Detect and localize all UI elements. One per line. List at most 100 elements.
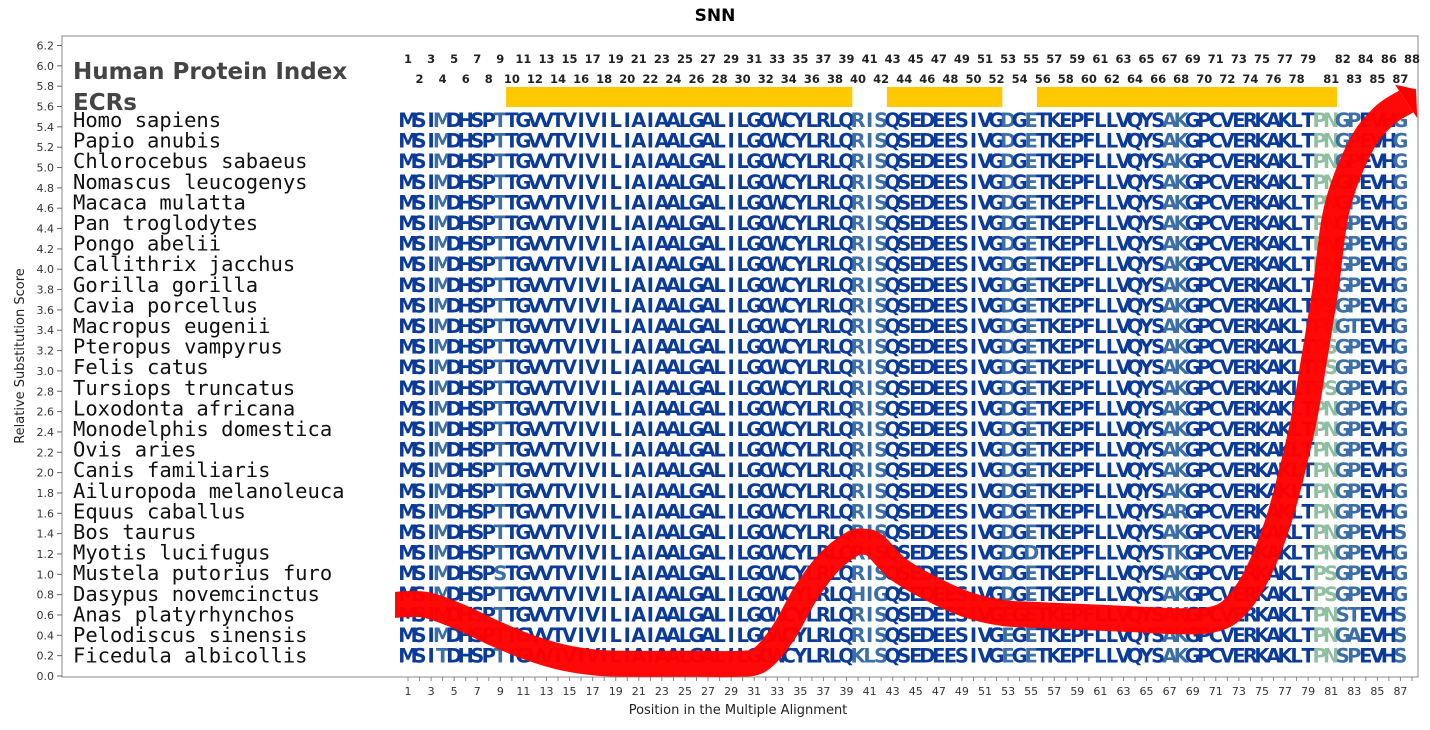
residue: V bbox=[562, 130, 577, 153]
residue: V bbox=[1116, 109, 1131, 132]
x-tick-label: 41 bbox=[863, 685, 877, 698]
residue: M bbox=[398, 253, 417, 276]
residue: G bbox=[515, 274, 531, 297]
residue: R bbox=[816, 233, 831, 256]
residue: I bbox=[970, 253, 977, 276]
residue: S bbox=[955, 109, 969, 132]
residue: Q bbox=[1127, 191, 1144, 214]
x-tick-label: 9 bbox=[497, 685, 504, 698]
residue: S bbox=[955, 253, 969, 276]
y-tick-label: 0.4 bbox=[37, 629, 55, 642]
residue: A bbox=[631, 377, 646, 400]
residue: L bbox=[1290, 253, 1302, 276]
residue: I bbox=[970, 315, 977, 338]
residue: T bbox=[505, 130, 519, 153]
residue: D bbox=[1000, 233, 1016, 256]
residue: I bbox=[577, 397, 584, 420]
y-tick-label: 4.2 bbox=[37, 243, 55, 256]
residue: V bbox=[1370, 150, 1385, 173]
x-axis: 1 3 5 7 9 11 13 15 17 19 21 23 25 27 29 31 33 35 37 39 41 43 4… bbox=[405, 677, 1413, 698]
residue: Y bbox=[1138, 191, 1154, 214]
residue: C bbox=[759, 253, 773, 276]
residue: K bbox=[1277, 294, 1293, 317]
residue: I bbox=[647, 562, 654, 585]
residue: I bbox=[624, 397, 631, 420]
residue: I bbox=[427, 294, 434, 317]
residue: I bbox=[577, 603, 584, 626]
x-tick-label: 49 bbox=[955, 685, 969, 698]
residue: P bbox=[482, 130, 496, 153]
residue: V bbox=[1370, 274, 1385, 297]
species-name: Mustela putorius furo bbox=[73, 561, 332, 585]
residue: S bbox=[413, 439, 427, 462]
residue: S bbox=[955, 377, 969, 400]
residue: L bbox=[679, 150, 691, 173]
residue: P bbox=[1197, 150, 1211, 173]
residue: I bbox=[647, 109, 654, 132]
residue: I bbox=[427, 109, 434, 132]
residue: D bbox=[1000, 171, 1016, 194]
residue: F bbox=[1082, 253, 1095, 276]
residue: A bbox=[631, 233, 646, 256]
residue: R bbox=[851, 171, 866, 194]
residue: V bbox=[562, 253, 577, 276]
residue: G bbox=[989, 233, 1005, 256]
residue: M bbox=[398, 191, 417, 214]
residue: A bbox=[654, 191, 669, 214]
residue: I bbox=[727, 562, 734, 585]
residue: G bbox=[515, 171, 531, 194]
residue: S bbox=[874, 274, 888, 297]
residue: I bbox=[577, 418, 584, 441]
residue: L bbox=[679, 212, 691, 235]
y-tick-label: 5.4 bbox=[37, 121, 55, 134]
residue: L bbox=[1094, 274, 1106, 297]
residue: I bbox=[601, 171, 608, 194]
column-label-bottom: 54 bbox=[1012, 72, 1028, 86]
residue: I bbox=[866, 233, 873, 256]
residue: A bbox=[700, 150, 715, 173]
residue: G bbox=[688, 212, 704, 235]
species-name: Tursiops truncatus bbox=[73, 376, 295, 400]
residue: A bbox=[631, 480, 646, 503]
residue: I bbox=[577, 294, 584, 317]
residue: D bbox=[919, 253, 935, 276]
residue: I bbox=[647, 439, 654, 462]
residue: V bbox=[562, 109, 577, 132]
residue: E bbox=[1359, 253, 1372, 276]
y-tick-label: 1.2 bbox=[37, 548, 55, 561]
residue: I bbox=[624, 233, 631, 256]
residue: V bbox=[977, 191, 992, 214]
residue: G bbox=[515, 150, 531, 173]
residue: V bbox=[527, 315, 542, 338]
residue: I bbox=[577, 356, 584, 379]
y-tick-label: 4.4 bbox=[37, 223, 55, 236]
residue: G bbox=[1392, 150, 1408, 173]
residue: V bbox=[1220, 109, 1235, 132]
residue: S bbox=[955, 315, 969, 338]
residue: E bbox=[1024, 109, 1037, 132]
x-tick-label: 21 bbox=[632, 685, 646, 698]
residue: T bbox=[1301, 109, 1315, 132]
residue: Q bbox=[838, 212, 855, 235]
residue: H bbox=[850, 583, 866, 606]
column-label-bottom: 6 bbox=[462, 72, 470, 86]
residue: G bbox=[1185, 191, 1201, 214]
residue: I bbox=[866, 336, 873, 359]
residue: V bbox=[1116, 171, 1131, 194]
residue: I bbox=[727, 583, 734, 606]
residue: V bbox=[977, 212, 992, 235]
residue: A bbox=[631, 294, 646, 317]
residue: S bbox=[955, 397, 969, 420]
residue: V bbox=[977, 253, 992, 276]
residue: D bbox=[1000, 315, 1016, 338]
residue: R bbox=[851, 562, 866, 585]
residue: G bbox=[688, 274, 704, 297]
residue: S bbox=[897, 212, 911, 235]
residue: S bbox=[470, 294, 484, 317]
residue: I bbox=[624, 274, 631, 297]
residue: K bbox=[1254, 253, 1270, 276]
residue: I bbox=[624, 294, 631, 317]
residue: I bbox=[601, 191, 608, 214]
residue: I bbox=[647, 624, 654, 647]
